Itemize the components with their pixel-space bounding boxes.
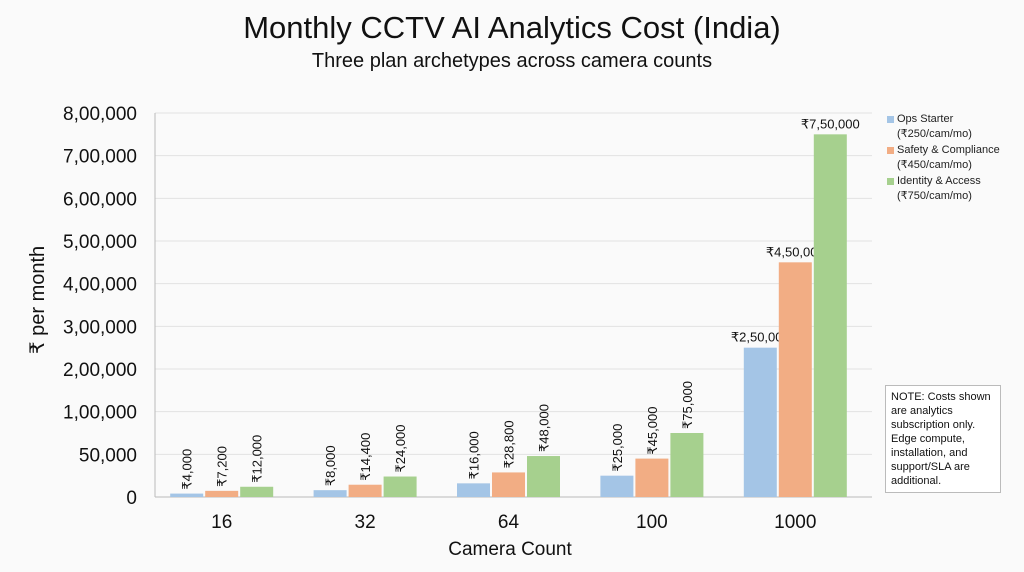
data-label: ₹75,000 [680, 381, 695, 429]
x-tick-label: 64 [498, 512, 520, 533]
y-tick-label: 6,00,000 [63, 189, 137, 210]
legend-swatch [887, 178, 894, 185]
legend-item-ops-starter: Ops Starter (₹250/cam/mo) [887, 112, 1000, 142]
data-label: ₹16,000 [467, 431, 482, 479]
bar [492, 472, 525, 497]
chart-subtitle: Three plan archetypes across camera coun… [311, 50, 713, 72]
bar [778, 262, 812, 497]
legend: Ops Starter (₹250/cam/mo) Safety & Compli… [887, 112, 1000, 205]
note-box: NOTE: Costs shown are analytics subscrip… [885, 385, 1001, 493]
bar [457, 483, 490, 497]
legend-label: Ops Starter [897, 113, 954, 125]
y-tick-label: 1,00,000 [63, 403, 137, 424]
x-tick-label: 32 [355, 512, 376, 533]
x-tick-label: 1000 [774, 512, 816, 533]
legend-swatch [887, 147, 894, 154]
bar [527, 456, 560, 497]
data-label: ₹12,000 [250, 435, 265, 483]
bar [383, 476, 417, 497]
x-axis-label: Camera Count [448, 539, 572, 560]
data-label: ₹4,50,000 [766, 244, 825, 259]
data-label: ₹7,50,000 [801, 116, 860, 131]
bar [348, 484, 382, 497]
bar [240, 486, 274, 497]
y-tick-label: 4,00,000 [63, 275, 137, 296]
legend-label: Safety & Compliance [897, 144, 1000, 156]
y-tick-label: 8,00,000 [63, 104, 137, 125]
legend-rate: (₹450/cam/mo) [897, 159, 972, 171]
bar [313, 490, 347, 497]
x-tick-label: 16 [211, 512, 232, 533]
y-tick-label: 50,000 [79, 445, 137, 466]
data-label: ₹4,000 [180, 449, 195, 490]
data-label: ₹24,000 [393, 424, 408, 472]
data-label: ₹2,50,000 [731, 330, 790, 345]
y-tick-label: 7,00,000 [63, 147, 137, 168]
legend-label: Identity & Access [897, 175, 981, 187]
bar [170, 493, 204, 497]
y-tick-label: 3,00,000 [63, 317, 137, 338]
bar [670, 433, 704, 497]
data-label: ₹8,000 [323, 445, 338, 486]
data-label: ₹48,000 [537, 404, 552, 452]
legend-item-safety-compliance: Safety & Compliance (₹450/cam/mo) [887, 143, 1000, 173]
legend-item-identity-access: Identity & Access (₹750/cam/mo) [887, 174, 1000, 204]
data-label: ₹14,400 [358, 433, 373, 481]
x-tick-label: 100 [636, 512, 668, 533]
data-label: ₹28,800 [502, 420, 517, 468]
legend-rate: (₹250/cam/mo) [897, 128, 972, 140]
data-label: ₹25,000 [610, 424, 625, 472]
y-tick-label: 2,00,000 [63, 360, 137, 381]
y-axis-label: ₹ per month [27, 246, 49, 354]
y-tick-label: 5,00,000 [63, 232, 137, 253]
data-label: ₹7,200 [215, 446, 230, 487]
bar [743, 347, 777, 497]
legend-swatch [887, 116, 894, 123]
bar [600, 475, 634, 497]
data-label: ₹45,000 [645, 407, 660, 455]
chart-title: Monthly CCTV AI Analytics Cost (India) [243, 10, 781, 45]
bar [813, 134, 847, 498]
legend-rate: (₹750/cam/mo) [897, 190, 972, 202]
y-tick-label: 0 [126, 488, 137, 509]
bar [635, 458, 669, 497]
bar [205, 490, 239, 497]
